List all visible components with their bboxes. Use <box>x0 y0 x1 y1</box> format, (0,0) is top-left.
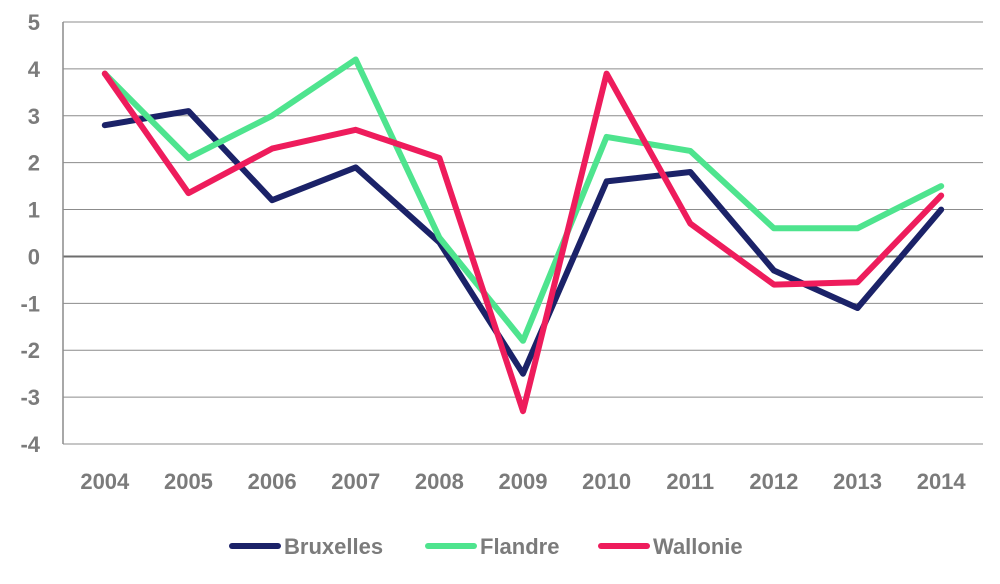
x-tick-label: 2010 <box>582 469 631 494</box>
y-tick-label: -4 <box>20 432 40 457</box>
x-tick-label: 2004 <box>80 469 130 494</box>
legend-item-wallonie: Wallonie <box>598 534 743 559</box>
x-tick-label: 2006 <box>248 469 297 494</box>
x-tick-label: 2012 <box>749 469 798 494</box>
series-lines <box>101 56 945 415</box>
x-tick-label: 2009 <box>499 469 548 494</box>
x-tick-label: 2013 <box>833 469 882 494</box>
y-tick-label: 4 <box>28 57 41 82</box>
legend: Bruxelles Flandre Wallonie <box>229 534 743 559</box>
y-tick-label: -1 <box>20 291 40 316</box>
series-line-wallonie <box>101 70 945 415</box>
y-tick-labels: 5 4 3 2 1 0 -1 -2 -3 -4 <box>20 10 40 457</box>
legend-item-flandre: Flandre <box>425 534 559 559</box>
x-tick-label: 2014 <box>917 469 967 494</box>
y-tick-label: 3 <box>28 104 40 129</box>
x-tick-label: 2011 <box>666 469 714 494</box>
x-tick-label: 2008 <box>415 469 464 494</box>
legend-label: Bruxelles <box>284 534 383 559</box>
y-tick-label: -2 <box>20 338 40 363</box>
axes <box>62 22 983 444</box>
y-tick-label: 1 <box>28 198 40 223</box>
legend-label: Flandre <box>480 534 559 559</box>
x-tick-labels: 2004 2005 2006 2007 2008 2009 2010 2011 2012 2013… <box>80 469 966 494</box>
y-tick-label: 5 <box>28 10 40 35</box>
legend-label: Wallonie <box>653 534 743 559</box>
grid-lines <box>63 21 983 445</box>
y-tick-label: -3 <box>20 385 40 410</box>
y-tick-label: 2 <box>28 151 40 176</box>
y-tick-label: 0 <box>28 244 40 269</box>
x-tick-label: 2005 <box>164 469 213 494</box>
x-tick-label: 2007 <box>331 469 380 494</box>
legend-item-bruxelles: Bruxelles <box>229 534 383 559</box>
series-line-flandre <box>101 56 945 344</box>
